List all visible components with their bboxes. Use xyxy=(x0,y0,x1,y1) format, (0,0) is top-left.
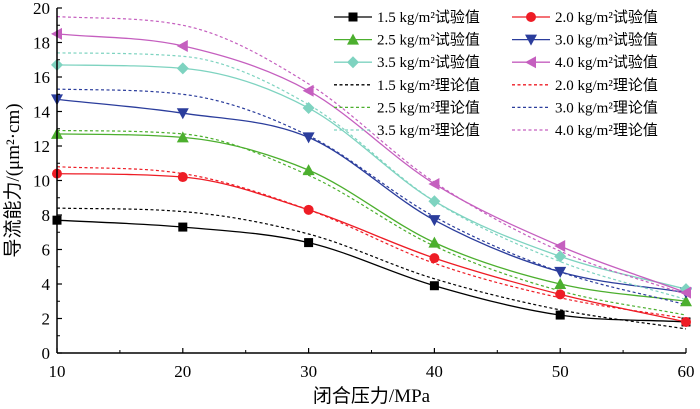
legend-label-4: 3.0 kg/m²试验值 xyxy=(555,32,658,49)
data-point-s5-2 xyxy=(176,62,189,75)
data-point-s3-6 xyxy=(680,295,692,307)
legend-label-8: 2.0 kg/m²理论值 xyxy=(555,77,658,94)
data-point-s4-2 xyxy=(176,108,189,120)
y-tick-label-0: 0 xyxy=(42,344,51,363)
y-tick-label-6: 6 xyxy=(42,241,51,260)
data-point-s2-3 xyxy=(303,204,314,215)
axes: 0 2 4 6 8 10 12 14 16 18 20 10 20 30 40 50 60 xyxy=(33,0,695,381)
data-point-s5-5 xyxy=(554,250,567,263)
x-axis-title: 闭合压力/MPa xyxy=(313,385,431,407)
legend-label-2: 2.0 kg/m²试验值 xyxy=(555,9,658,26)
series-line-3 xyxy=(56,133,687,302)
data-point-s3-4 xyxy=(428,236,441,248)
legend-marker-5 xyxy=(347,56,359,69)
data-point-s4-5 xyxy=(554,266,567,278)
y-tick-label-8: 8 xyxy=(42,206,51,225)
y-tick-label-18: 18 xyxy=(33,34,50,53)
x-tick-label-20: 20 xyxy=(174,362,191,381)
x-tick-label-40: 40 xyxy=(426,362,443,381)
data-point-s3-5 xyxy=(554,278,567,289)
data-point-s3-3 xyxy=(302,164,315,176)
data-point-s1-4 xyxy=(429,281,439,291)
data-point-s1-2 xyxy=(178,222,188,232)
y-tick-label-2: 2 xyxy=(42,310,51,329)
y-tick-label-20: 20 xyxy=(33,0,50,18)
legend-label-9: 2.5 kg/m²理论值 xyxy=(377,99,480,116)
y-tick-label-4: 4 xyxy=(42,275,51,294)
legend-label-7: 1.5 kg/m²理论值 xyxy=(377,77,480,94)
legend-label-11: 3.5 kg/m²理论值 xyxy=(377,122,480,139)
legend-label-3: 2.5 kg/m²试验值 xyxy=(377,32,480,49)
y-tick-label-10: 10 xyxy=(33,172,50,191)
data-point-s4-4 xyxy=(428,215,441,227)
legend: 1.5 kg/m²试验值 2.0 kg/m²试验值 2.5 kg/m²试验值 3.0 … xyxy=(334,9,658,139)
series-line-10 xyxy=(56,88,687,306)
data-point-s6-3 xyxy=(302,84,314,97)
series-line-6 xyxy=(56,33,687,294)
data-point-s5-3 xyxy=(302,102,315,115)
legend-marker-4 xyxy=(525,34,537,46)
series-line-8 xyxy=(56,166,687,320)
data-point-s3-2 xyxy=(176,131,189,143)
data-point-s1-3 xyxy=(304,238,314,248)
y-tick-label-12: 12 xyxy=(33,137,50,156)
series-line-2 xyxy=(56,172,687,323)
series-line-11 xyxy=(56,52,687,301)
data-point-s2-4 xyxy=(429,253,440,264)
series-markers xyxy=(51,27,692,327)
data-point-s6-6 xyxy=(680,286,691,299)
legend-label-5: 3.5 kg/m²试验值 xyxy=(377,54,480,71)
data-point-s6-4 xyxy=(428,177,440,190)
y-tick-label-16: 16 xyxy=(33,68,50,87)
x-tick-label-60: 60 xyxy=(678,362,695,381)
legend-label-6: 4.0 kg/m²试验值 xyxy=(555,54,658,71)
data-point-s4-3 xyxy=(302,132,315,144)
y-tick-label-14: 14 xyxy=(33,103,51,122)
legend-marker-3 xyxy=(347,33,359,45)
legend-marker-1 xyxy=(348,12,358,22)
x-tick-label-50: 50 xyxy=(552,362,569,381)
series-line-9 xyxy=(56,129,687,316)
data-point-s2-6 xyxy=(681,316,691,327)
data-point-s2-2 xyxy=(177,172,188,183)
x-tick-label-10: 10 xyxy=(49,362,66,381)
legend-label-12: 4.0 kg/m²理论值 xyxy=(555,122,658,139)
legend-marker-6 xyxy=(525,56,536,69)
data-point-s2-5 xyxy=(555,289,566,300)
y-axis-title: 导流能力/(μm²·cm) xyxy=(2,103,24,257)
legend-marker-2 xyxy=(526,12,536,22)
series-line-7 xyxy=(56,207,687,330)
data-point-s6-5 xyxy=(554,240,566,253)
series-line-1 xyxy=(56,219,687,323)
data-point-s6-2 xyxy=(176,39,188,52)
data-point-s5-4 xyxy=(428,195,441,208)
series-line-5 xyxy=(56,64,687,290)
legend-label-10: 3.0 kg/m²理论值 xyxy=(555,99,658,116)
data-point-s1-5 xyxy=(555,310,565,320)
series-line-4 xyxy=(56,98,687,294)
series-curves xyxy=(56,16,687,330)
x-tick-label-30: 30 xyxy=(300,362,317,381)
legend-label-1: 1.5 kg/m²试验值 xyxy=(377,9,480,26)
